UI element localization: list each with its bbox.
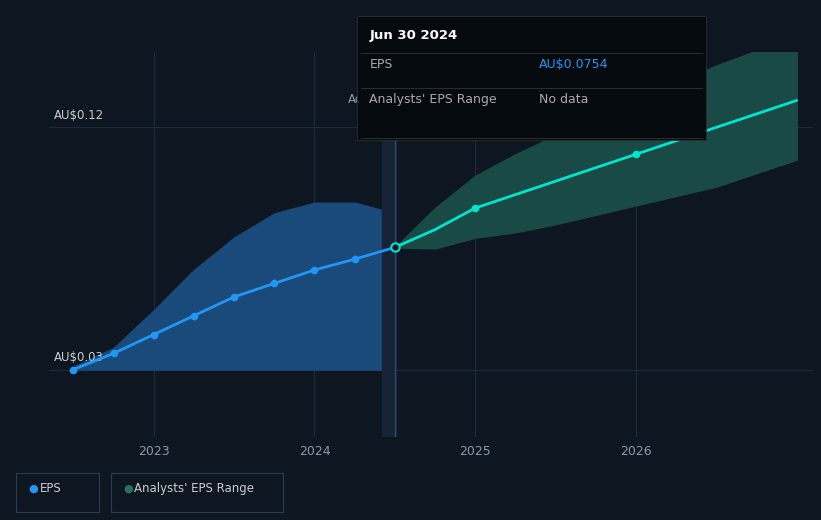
Text: No data: No data [539,93,588,106]
Text: Actual: Actual [348,93,385,106]
Text: Analysts Forecasts: Analysts Forecasts [408,93,517,106]
Text: AU$0.0754: AU$0.0754 [539,58,608,71]
Text: EPS: EPS [369,58,392,71]
Text: Analysts' EPS Range: Analysts' EPS Range [134,483,254,495]
Text: ●: ● [123,484,133,494]
Text: AU$0.03: AU$0.03 [54,351,104,364]
Text: AU$0.12: AU$0.12 [54,109,104,122]
Text: EPS: EPS [39,483,61,495]
Bar [382,52,397,437]
Text: Analysts' EPS Range: Analysts' EPS Range [369,93,497,106]
Text: Jun 30 2024: Jun 30 2024 [369,29,457,42]
Text: ●: ● [29,484,39,494]
